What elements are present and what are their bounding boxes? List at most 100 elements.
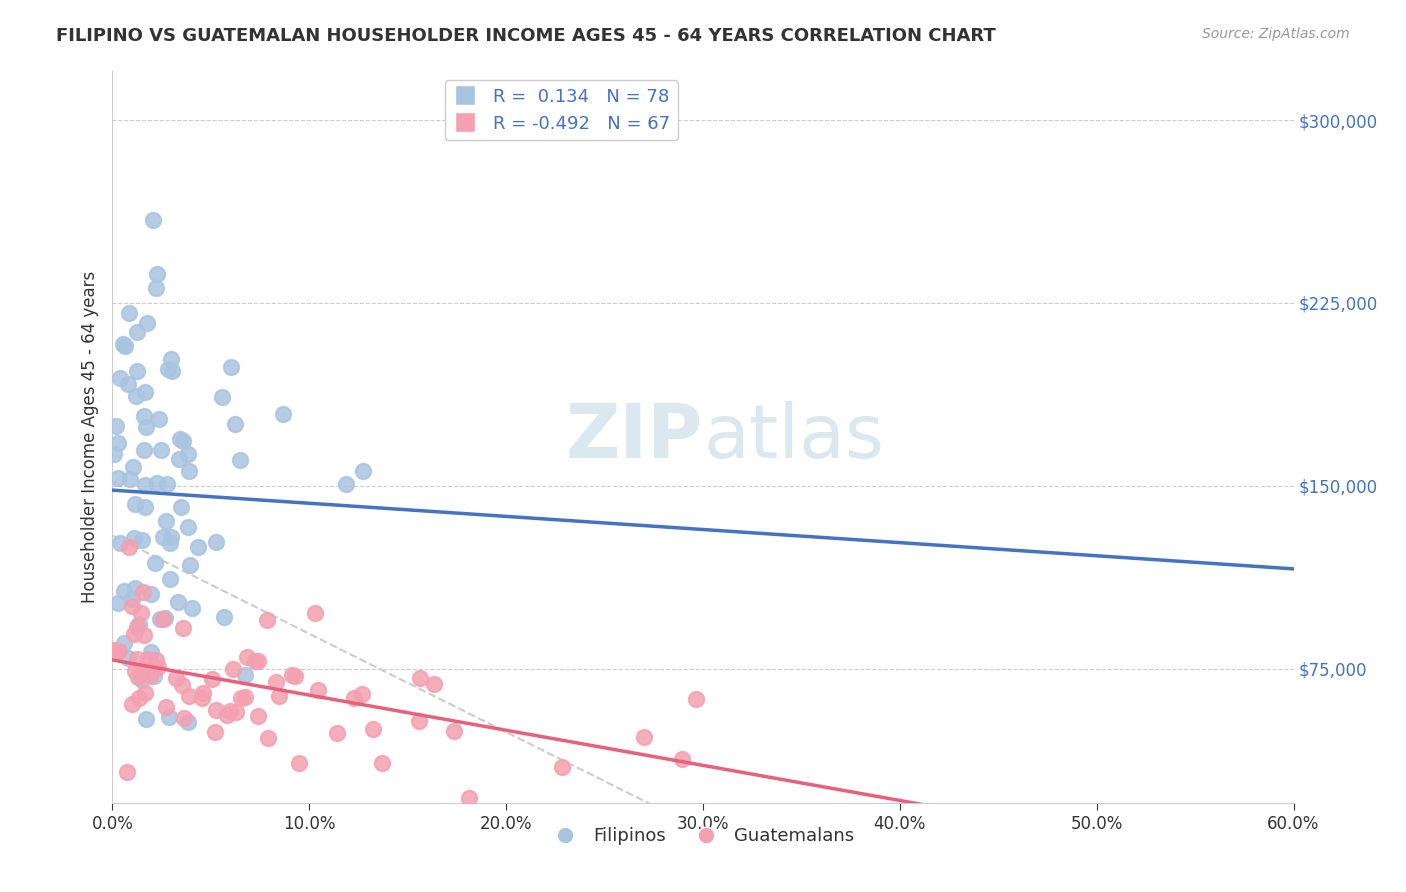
Point bbox=[177, 520, 200, 534]
Point bbox=[105, 419, 128, 434]
Point bbox=[127, 652, 149, 666]
Point bbox=[304, 606, 326, 620]
Point bbox=[179, 558, 201, 573]
Point bbox=[342, 691, 364, 706]
Point bbox=[142, 669, 165, 683]
Point bbox=[201, 672, 224, 686]
Point bbox=[117, 651, 139, 665]
Point bbox=[131, 673, 153, 688]
Point bbox=[204, 703, 226, 717]
Point bbox=[142, 212, 165, 227]
Point bbox=[135, 420, 157, 434]
Point bbox=[103, 644, 125, 658]
Point bbox=[107, 471, 129, 485]
Point bbox=[127, 325, 149, 339]
Point bbox=[371, 756, 394, 770]
Point bbox=[155, 699, 177, 714]
Point bbox=[117, 376, 139, 391]
Point bbox=[169, 500, 191, 514]
Point bbox=[118, 306, 141, 320]
Point bbox=[204, 724, 226, 739]
Point bbox=[135, 712, 157, 726]
Point bbox=[214, 610, 236, 624]
Point bbox=[221, 662, 243, 676]
Point bbox=[205, 534, 228, 549]
Point bbox=[146, 660, 169, 674]
Point bbox=[422, 677, 444, 691]
Legend: Filipinos, Guatemalans: Filipinos, Guatemalans bbox=[544, 820, 862, 852]
Point bbox=[170, 678, 193, 692]
Point bbox=[124, 388, 146, 402]
Point bbox=[134, 478, 156, 492]
Point bbox=[131, 533, 153, 547]
Point bbox=[146, 475, 169, 490]
Point bbox=[335, 476, 357, 491]
Point bbox=[121, 599, 143, 613]
Point bbox=[132, 628, 155, 642]
Point bbox=[236, 649, 259, 664]
Point bbox=[159, 351, 181, 366]
Point bbox=[633, 730, 655, 744]
Point bbox=[143, 556, 166, 570]
Point bbox=[173, 711, 195, 725]
Y-axis label: Householder Income Ages 45 - 64 years: Householder Income Ages 45 - 64 years bbox=[80, 271, 98, 603]
Point bbox=[218, 704, 240, 718]
Point bbox=[114, 339, 136, 353]
Point bbox=[243, 653, 266, 667]
Point bbox=[269, 689, 291, 703]
Point bbox=[132, 662, 155, 676]
Point bbox=[217, 708, 239, 723]
Point bbox=[149, 612, 172, 626]
Point bbox=[141, 587, 163, 601]
Point bbox=[118, 472, 141, 486]
Point bbox=[160, 530, 183, 544]
Point bbox=[169, 432, 191, 446]
Point bbox=[127, 620, 149, 634]
Point bbox=[132, 584, 155, 599]
Point bbox=[103, 643, 125, 657]
Point bbox=[160, 364, 183, 378]
Point bbox=[157, 362, 180, 376]
Point bbox=[191, 690, 214, 705]
Point bbox=[117, 540, 139, 554]
Point bbox=[145, 281, 167, 295]
Point bbox=[149, 442, 172, 457]
Point bbox=[180, 600, 202, 615]
Point bbox=[121, 697, 143, 711]
Point bbox=[281, 668, 304, 682]
Point bbox=[165, 671, 187, 685]
Point bbox=[121, 592, 143, 607]
Point bbox=[229, 691, 252, 706]
Point bbox=[177, 447, 200, 461]
Point bbox=[134, 500, 156, 515]
Text: FILIPINO VS GUATEMALAN HOUSEHOLDER INCOME AGES 45 - 64 YEARS CORRELATION CHART: FILIPINO VS GUATEMALAN HOUSEHOLDER INCOM… bbox=[56, 27, 995, 45]
Point bbox=[247, 709, 270, 723]
Point bbox=[352, 687, 374, 701]
Point bbox=[122, 460, 145, 475]
Point bbox=[127, 670, 149, 684]
Point bbox=[127, 363, 149, 377]
Point bbox=[187, 541, 209, 555]
Point bbox=[167, 451, 190, 466]
Point bbox=[166, 595, 188, 609]
Point bbox=[176, 714, 198, 729]
Point bbox=[257, 731, 280, 745]
Point bbox=[264, 675, 287, 690]
Point bbox=[156, 477, 179, 491]
Point bbox=[108, 535, 131, 549]
Point bbox=[148, 411, 170, 425]
Point bbox=[352, 464, 374, 478]
Point bbox=[235, 690, 257, 704]
Point bbox=[108, 370, 131, 384]
Point bbox=[551, 760, 574, 774]
Point bbox=[103, 447, 125, 461]
Point bbox=[155, 514, 177, 528]
Point bbox=[284, 669, 307, 683]
Point bbox=[271, 407, 294, 421]
Point bbox=[225, 705, 247, 719]
Point bbox=[221, 359, 243, 374]
Point bbox=[157, 710, 180, 724]
Point bbox=[325, 726, 347, 740]
Point bbox=[107, 596, 129, 610]
Point bbox=[361, 722, 384, 736]
